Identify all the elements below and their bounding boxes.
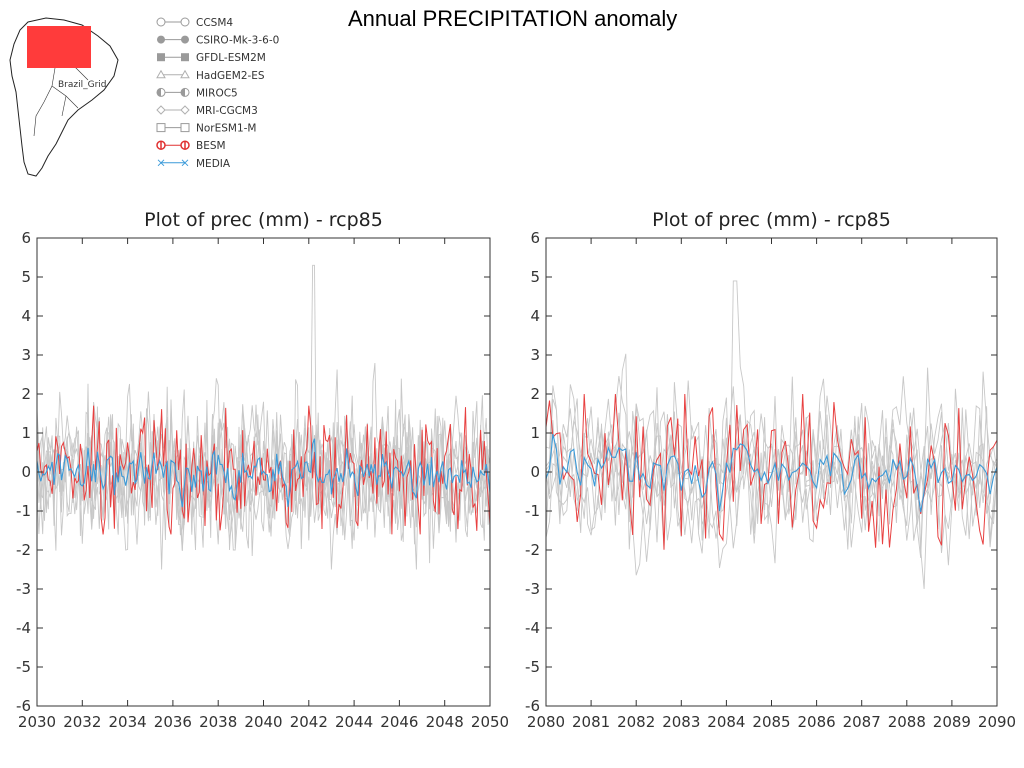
- legend-marker: [181, 53, 189, 62]
- y-tick-label: 5: [530, 268, 540, 286]
- legend-label: CCSM4: [196, 17, 233, 29]
- legend-marker: [181, 35, 189, 44]
- legend-item: NorESM1-M: [156, 123, 256, 135]
- y-tick-label: -6: [16, 697, 31, 715]
- series-line-noresm1-m: [36, 389, 491, 549]
- y-tick-label: 6: [21, 229, 31, 247]
- y-tick-label: 3: [21, 346, 31, 364]
- x-tick-label: 2088: [888, 713, 926, 731]
- y-tick-label: -1: [525, 502, 540, 520]
- y-tick-label: 0: [21, 463, 31, 481]
- legend-item: HadGEM2-ES: [156, 69, 265, 82]
- y-tick-label: 3: [530, 346, 540, 364]
- legend-item: MIROC5: [156, 87, 238, 99]
- series-line-media: [545, 433, 998, 513]
- legend-marker: [156, 105, 166, 115]
- y-tick-label: -3: [525, 580, 540, 598]
- x-tick-label: 2082: [617, 713, 655, 731]
- y-tick-label: -5: [525, 658, 540, 676]
- legend-label: MRI-CGCM3: [196, 105, 258, 117]
- y-tick-label: -4: [525, 619, 540, 637]
- legend-label: MEDIA: [196, 158, 231, 170]
- x-tick-label: 2083: [662, 713, 700, 731]
- chart-title: Plot of prec (mm) - rcp85: [652, 209, 891, 231]
- map-label: Brazil_Grid: [58, 80, 107, 90]
- legend-marker: [156, 123, 166, 133]
- legend-item: BESM: [156, 140, 226, 152]
- x-tick-label: 2086: [798, 713, 836, 731]
- x-tick-label: 2050: [471, 713, 509, 731]
- legend-item: MRI-CGCM3: [156, 105, 258, 117]
- x-tick-label: 2040: [244, 713, 282, 731]
- x-tick-label: 2042: [290, 713, 328, 731]
- legend-item: MEDIA: [157, 158, 231, 170]
- x-tick-label: 2090: [978, 713, 1016, 731]
- legend-label: HadGEM2-ES: [196, 70, 265, 82]
- legend-item: CSIRO-Mk-3-6-0: [157, 35, 279, 47]
- legend-label: BESM: [196, 140, 226, 152]
- legend-marker: [157, 35, 165, 44]
- y-tick-label: 2: [21, 385, 31, 403]
- legend-marker: [180, 69, 190, 79]
- legend-item: CCSM4: [156, 17, 233, 29]
- x-tick-label: 2080: [527, 713, 565, 731]
- series-line-mri-cgcm3: [36, 379, 491, 570]
- y-tick-label: -6: [525, 697, 540, 715]
- series-line-miroc5: [36, 395, 491, 535]
- legend-label: GFDL-ESM2M: [196, 52, 266, 64]
- legend-label: NorESM1-M: [196, 123, 256, 135]
- chart-left: Plot of prec (mm) - rcp85 -6 -5 -4 -3 -2 -1 0 1 2…: [16, 209, 509, 731]
- x-tick-label: 2034: [109, 713, 147, 731]
- chart-right: Plot of prec (mm) - rcp85 -6 -5 -4 -3 -2 -1 0 1 2…: [525, 209, 1016, 731]
- x-tick-label: 2046: [380, 713, 418, 731]
- legend-marker: [180, 17, 190, 27]
- x-tick-label: 2032: [63, 713, 101, 731]
- y-tick-label: 4: [21, 307, 31, 325]
- x-tick-label: 2089: [933, 713, 971, 731]
- legend-label: MIROC5: [196, 87, 238, 99]
- chart-title: Plot of prec (mm) - rcp85: [144, 209, 383, 231]
- legend-label: CSIRO-Mk-3-6-0: [196, 35, 279, 47]
- y-tick-label: -1: [16, 502, 31, 520]
- y-tick-label: -2: [525, 541, 540, 559]
- x-tick-label: 2081: [572, 713, 610, 731]
- y-tick-label: 4: [530, 307, 540, 325]
- x-tick-label: 2030: [18, 713, 56, 731]
- slide-title: Annual PRECIPITATION anomaly: [348, 6, 678, 31]
- y-tick-label: -2: [16, 541, 31, 559]
- y-tick-label: -5: [16, 658, 31, 676]
- x-tick-label: 2038: [199, 713, 237, 731]
- y-tick-label: 0: [530, 463, 540, 481]
- y-tick-label: -3: [16, 580, 31, 598]
- legend: CCSM4 CSIRO-Mk-3-6-0 GFDL-ESM2M HadGEM2-ES M…: [156, 17, 279, 170]
- x-tick-label: 2048: [426, 713, 464, 731]
- south-america-map: Brazil_Grid: [9, 17, 119, 177]
- legend-marker: [157, 53, 165, 62]
- x-tick-label: 2036: [154, 713, 192, 731]
- legend-item: GFDL-ESM2M: [157, 52, 266, 64]
- y-tick-label: 1: [21, 424, 31, 442]
- y-tick-label: 5: [21, 268, 31, 286]
- x-tick-label: 2044: [335, 713, 373, 731]
- series-line-media: [36, 438, 491, 508]
- y-tick-label: -4: [16, 619, 31, 637]
- legend-marker: [180, 123, 190, 133]
- y-tick-label: 2: [530, 385, 540, 403]
- x-tick-label: 2084: [707, 713, 745, 731]
- series-line-mri-cgcm3: [545, 386, 998, 556]
- legend-marker: [180, 105, 190, 115]
- continent-outline: [9, 17, 119, 177]
- y-tick-label: 1: [530, 424, 540, 442]
- y-tick-label: 6: [530, 229, 540, 247]
- series-line-besm: [36, 405, 491, 535]
- region-box: [27, 26, 91, 68]
- x-tick-label: 2087: [843, 713, 881, 731]
- legend-marker: [156, 69, 166, 79]
- legend-marker: [156, 17, 166, 27]
- x-tick-label: 2085: [752, 713, 790, 731]
